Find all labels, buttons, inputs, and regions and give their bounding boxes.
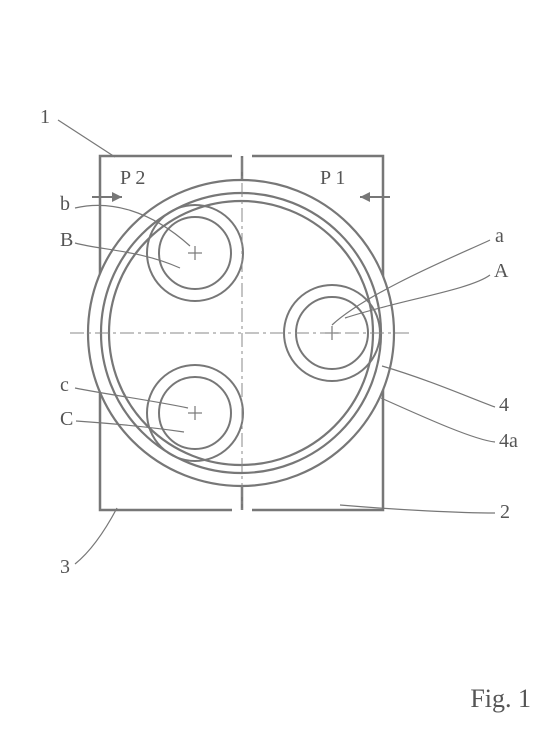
label-3: 3 xyxy=(60,556,70,579)
label-4: 4 xyxy=(499,394,509,417)
technical-diagram xyxy=(0,0,551,732)
label-a-lower: a xyxy=(495,225,504,248)
label-b-upper: B xyxy=(60,229,73,252)
label-4a: 4a xyxy=(499,430,518,453)
label-b-lower: b xyxy=(60,193,70,216)
label-a-upper: A xyxy=(494,260,508,283)
label-2: 2 xyxy=(500,501,510,524)
figure-caption: Fig. 1 xyxy=(470,684,531,714)
label-c-lower: c xyxy=(60,374,69,397)
label-p2: P 2 xyxy=(120,167,145,190)
label-1: 1 xyxy=(40,106,50,129)
label-p1: P 1 xyxy=(320,167,345,190)
label-c-upper: C xyxy=(60,408,73,431)
